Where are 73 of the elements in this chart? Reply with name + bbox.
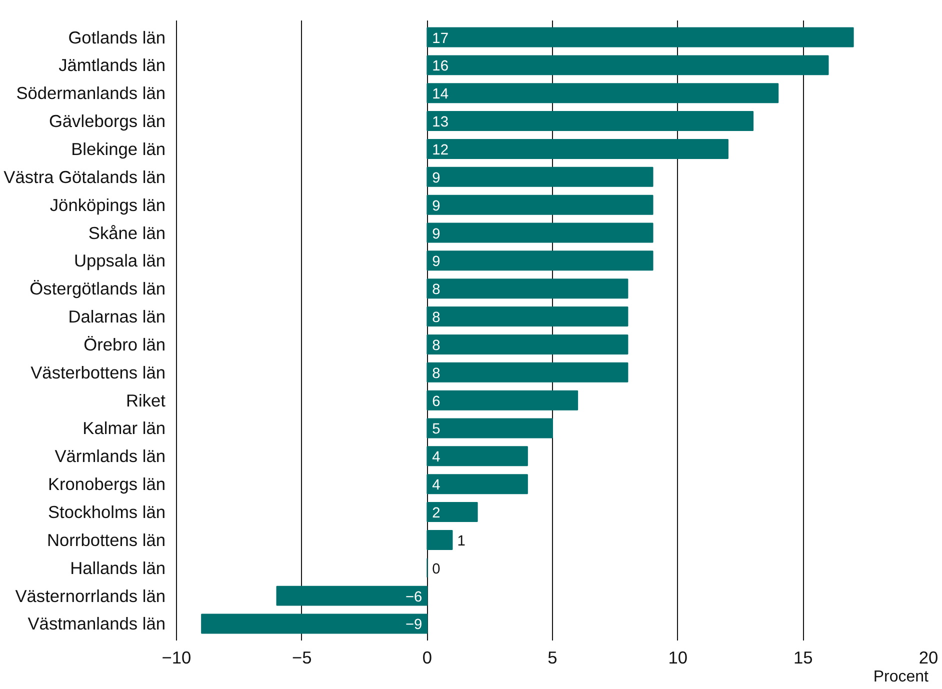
bar	[426, 362, 628, 382]
y-tick-label: Örebro län	[84, 334, 166, 354]
y-tick-label: Västernorrlands län	[15, 586, 166, 606]
x-tick-label: 0	[422, 648, 432, 668]
y-tick-label: Gävleborgs län	[48, 111, 166, 132]
y-tick-label: Dalarnas län	[68, 306, 166, 327]
bar	[426, 446, 528, 466]
bar	[426, 418, 553, 438]
data-label: −6	[405, 589, 422, 606]
data-label: 8	[432, 282, 440, 298]
y-tick-label: Västerbottens län	[30, 362, 166, 382]
y-tick-label: Västmanlands län	[28, 614, 166, 634]
y-tick-label: Södermanlands län	[16, 83, 166, 104]
y-tick-label: Hallands län	[70, 558, 166, 578]
data-label: 8	[432, 310, 440, 326]
y-tick-label: Värmlands län	[54, 446, 166, 466]
data-label: 8	[432, 366, 440, 382]
y-tick-label: Stockholms län	[48, 502, 166, 522]
y-tick-label: Kronobergs län	[48, 474, 166, 494]
y-tick-label: Riket	[126, 390, 166, 410]
data-label: 6	[432, 394, 440, 410]
bar	[426, 166, 654, 187]
y-tick-label: Skåne län	[88, 222, 166, 243]
x-axis-title: Procent	[873, 668, 930, 686]
y-tick-label: Västra Götalands län	[4, 166, 166, 187]
bar	[426, 222, 654, 243]
data-label: 16	[432, 58, 448, 75]
y-tick-label: Blekinge län	[71, 138, 166, 159]
y-tick-label: Kalmar län	[82, 418, 166, 438]
data-label: 17	[432, 30, 448, 47]
y-tick-label: Östergötlands län	[30, 278, 166, 299]
data-label: 13	[432, 114, 448, 131]
x-tick-label: 10	[668, 648, 688, 668]
bar	[426, 194, 654, 215]
bar	[426, 502, 478, 522]
bar	[426, 530, 453, 550]
data-label: 9	[432, 198, 440, 214]
data-label: 0	[432, 561, 440, 578]
data-label: 4	[432, 450, 440, 466]
bar	[426, 55, 829, 76]
data-label: 8	[432, 338, 440, 354]
bar	[426, 250, 654, 271]
bar	[426, 390, 578, 410]
x-tick-label: −5	[292, 648, 312, 668]
bar	[426, 83, 779, 104]
bar	[426, 278, 628, 299]
bar	[276, 586, 428, 606]
y-tick-label: Jönköpings län	[50, 194, 166, 215]
bar	[201, 614, 428, 634]
y-tick-label: Jämtlands län	[58, 55, 166, 76]
data-label: 12	[432, 142, 448, 158]
bar	[426, 474, 528, 494]
x-tick-label: 20	[918, 648, 938, 668]
y-tick-label: Norrbottens län	[47, 530, 166, 550]
data-label: −9	[405, 617, 422, 634]
data-label: 1	[457, 533, 466, 550]
y-tick-label: Uppsala län	[74, 250, 166, 271]
x-tick-label: −10	[162, 648, 192, 668]
bar	[426, 111, 754, 132]
y-tick-label: Gotlands län	[68, 27, 166, 48]
bar	[426, 306, 628, 327]
data-label: 14	[432, 86, 448, 103]
data-label: 2	[432, 506, 440, 522]
data-label: 9	[432, 254, 440, 270]
bar	[426, 334, 628, 354]
data-label: 9	[432, 170, 440, 186]
bar	[426, 27, 854, 48]
bar	[426, 138, 728, 159]
data-label: 5	[432, 422, 440, 438]
data-label: 4	[432, 478, 440, 494]
x-tick-label: 5	[548, 648, 558, 668]
x-tick-label: 15	[794, 648, 813, 668]
data-label: 9	[432, 226, 440, 242]
